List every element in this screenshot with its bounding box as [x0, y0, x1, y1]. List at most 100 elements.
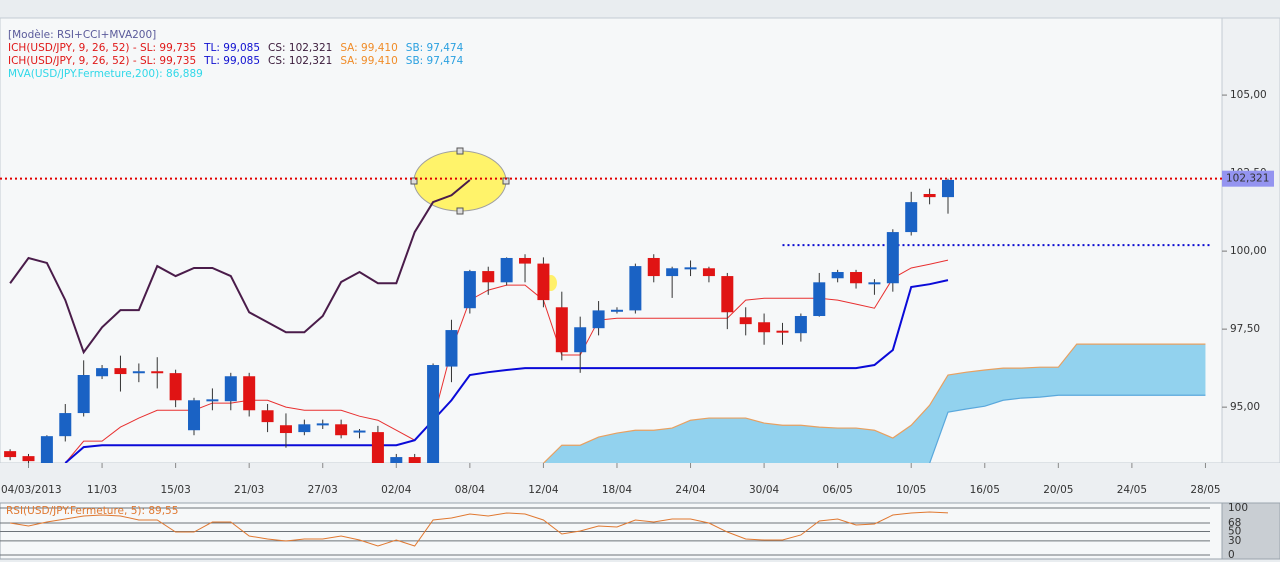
candle-body	[813, 282, 826, 317]
candle-body	[371, 432, 384, 463]
x-tick-label: 27/03	[308, 484, 338, 496]
handle	[456, 207, 464, 215]
candle-body	[463, 271, 476, 309]
candle-body	[647, 257, 660, 277]
legend-entry: SB: 97,474	[406, 42, 464, 54]
x-axis-panel	[0, 463, 1280, 503]
x-tick-label: 24/05	[1117, 484, 1147, 496]
candle-body	[188, 400, 201, 431]
x-tick-label: 30/04	[749, 484, 780, 496]
model-title: [Modèle: RSI+CCI+MVA200]	[8, 29, 156, 41]
candle-body	[298, 424, 311, 433]
legend-entry: SA: 99,410	[340, 42, 397, 54]
candle-body	[114, 368, 127, 375]
candle-body	[666, 268, 679, 277]
legend-line: MVA(USD/JPY.Fermeture,200): 86,889	[8, 68, 203, 80]
candle-body	[316, 423, 329, 426]
cloud-area	[543, 344, 1206, 463]
legend-entry: MVA(USD/JPY.Fermeture,200): 86,889	[8, 68, 203, 80]
handle	[456, 147, 464, 155]
candle-body	[335, 424, 348, 436]
candle-body	[831, 272, 844, 279]
x-tick-label: 12/04	[528, 484, 559, 496]
x-tick-label: 16/05	[970, 484, 1000, 496]
x-tick-label: 20/05	[1043, 484, 1073, 496]
candle-body	[500, 257, 513, 283]
candle-body	[427, 365, 440, 463]
candle-body	[96, 368, 109, 377]
x-tick-label: 04/03/2013	[1, 484, 62, 496]
indicator-line	[64, 279, 949, 463]
legend-entry: ICH(USD/JPY, 9, 26, 52) - SL: 99,735	[8, 42, 196, 54]
candle-body	[574, 327, 587, 353]
candle-body	[206, 399, 219, 402]
candle-body	[886, 232, 899, 284]
candle-body	[537, 263, 550, 301]
legend-entry: SA: 99,410	[340, 55, 397, 67]
candle-body	[941, 179, 954, 198]
rsi-axis-panel	[1221, 502, 1280, 560]
candle-body	[702, 268, 715, 277]
candle-body	[592, 310, 605, 329]
candle-body	[261, 410, 274, 423]
candle-body	[721, 276, 734, 313]
candle-body	[629, 266, 642, 311]
candle-body	[445, 330, 458, 367]
candle-body	[555, 307, 568, 353]
candle-body	[224, 376, 237, 402]
candle-body	[390, 457, 403, 463]
candle-body	[169, 373, 182, 401]
price-marker-box	[1222, 170, 1274, 187]
legend-entry: CS: 102,321	[268, 42, 332, 54]
x-tick-label: 21/03	[234, 484, 264, 496]
price-plot	[0, 177, 1222, 463]
x-tick-label: 02/04	[381, 484, 412, 496]
candle-body	[776, 330, 789, 333]
x-tick-label: 18/04	[602, 484, 633, 496]
candle-body	[132, 371, 145, 374]
y-tick-label: 97,50	[1230, 323, 1260, 335]
legend-line: ICH(USD/JPY, 9, 26, 52) - SL: 99,735 TL: …	[8, 42, 464, 54]
rsi-line	[10, 511, 949, 547]
candle-body	[519, 257, 532, 264]
candle-body	[353, 430, 366, 433]
candle-body	[243, 376, 256, 411]
cloud-edge	[542, 343, 1206, 463]
candle-body	[151, 371, 164, 374]
y-tick-label: 100,00	[1230, 245, 1267, 257]
y-tick-label: 68	[1228, 517, 1241, 529]
y-tick-label: 50	[1228, 526, 1241, 538]
candle-body	[923, 194, 936, 198]
candle-body	[684, 267, 697, 270]
x-tick-label: 06/05	[823, 484, 853, 496]
legend-entry: TL: 99,085	[203, 42, 260, 54]
candle-body	[739, 317, 752, 325]
indicator-line	[9, 179, 471, 355]
highlight-ellipse	[413, 150, 507, 212]
legend-line: ICH(USD/JPY, 9, 26, 52) - SL: 99,735 TL: …	[8, 55, 464, 67]
price-axis-panel	[1221, 17, 1280, 464]
x-tick-label: 15/03	[160, 484, 190, 496]
candle-body	[408, 457, 421, 463]
y-tick-label: 0	[1228, 549, 1235, 561]
legend-entry: CS: 102,321	[268, 55, 332, 67]
rsi-title: RSI(USD/JPY.Fermeture, 5): 89,55	[6, 505, 178, 517]
x-tick-label: 10/05	[896, 484, 926, 496]
cloud-edge	[928, 394, 1206, 463]
x-tick-label: 11/03	[87, 484, 117, 496]
x-tick-label: 24/04	[675, 484, 706, 496]
candle-body	[482, 271, 495, 283]
y-tick-label: 95,00	[1230, 401, 1260, 413]
candle-body	[22, 456, 35, 462]
x-tick-label: 08/04	[455, 484, 486, 496]
candle-body	[59, 413, 72, 437]
candle-body	[4, 451, 17, 458]
x-tick-label: 28/05	[1190, 484, 1220, 496]
rsi-plot	[0, 507, 1210, 556]
candle-body	[850, 272, 863, 284]
price-marker-label: 102,321	[1226, 173, 1269, 185]
candle-body	[40, 436, 53, 463]
handle	[410, 177, 418, 185]
